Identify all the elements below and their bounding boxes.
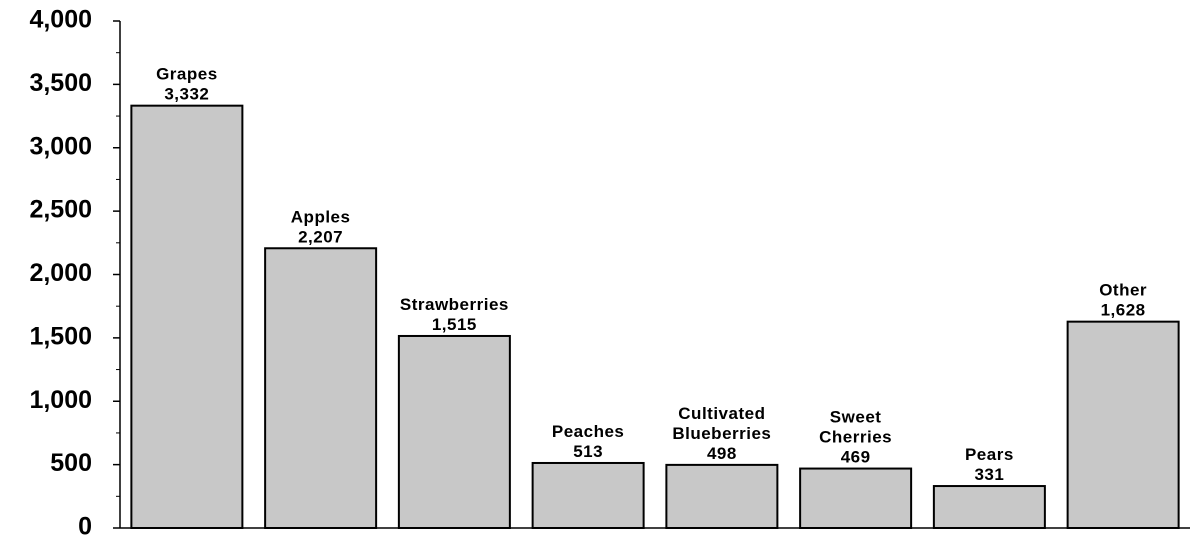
value-label: 1,515 (432, 315, 477, 334)
y-tick-label: 500 (50, 449, 92, 477)
value-label: 513 (573, 442, 603, 461)
y-tick-label: 2,500 (29, 196, 92, 224)
category-label: Sweet Cherries (819, 408, 892, 447)
value-label: 331 (974, 465, 1004, 484)
y-tick-label: 1,000 (29, 386, 92, 414)
category-label: Other (1099, 281, 1147, 300)
y-tick-label: 3,000 (29, 132, 92, 160)
category-label: Peaches (552, 422, 625, 441)
bar (264, 247, 378, 529)
y-tick-label: 3,500 (29, 69, 92, 97)
y-tick-label: 1,500 (29, 322, 92, 350)
bar (799, 467, 913, 530)
value-label: 469 (841, 448, 871, 467)
bar (531, 461, 645, 530)
category-label: Apples (291, 207, 351, 226)
value-label: 3,332 (164, 85, 209, 104)
bar (665, 463, 779, 530)
category-label: Strawberries (400, 295, 509, 314)
bar (397, 334, 511, 529)
y-tick-label: 4,000 (29, 6, 92, 34)
bar (1066, 320, 1180, 529)
category-label: Cultivated Blueberries (672, 404, 771, 443)
y-tick-label: 0 (78, 513, 92, 538)
category-label: Grapes (156, 65, 218, 84)
value-label: 1,628 (1101, 301, 1146, 320)
bar (932, 485, 1046, 529)
bar (130, 104, 244, 529)
category-label: Pears (965, 445, 1014, 464)
value-label: 498 (707, 444, 737, 463)
y-tick-label: 2,000 (29, 259, 92, 287)
value-label: 2,207 (298, 227, 343, 246)
